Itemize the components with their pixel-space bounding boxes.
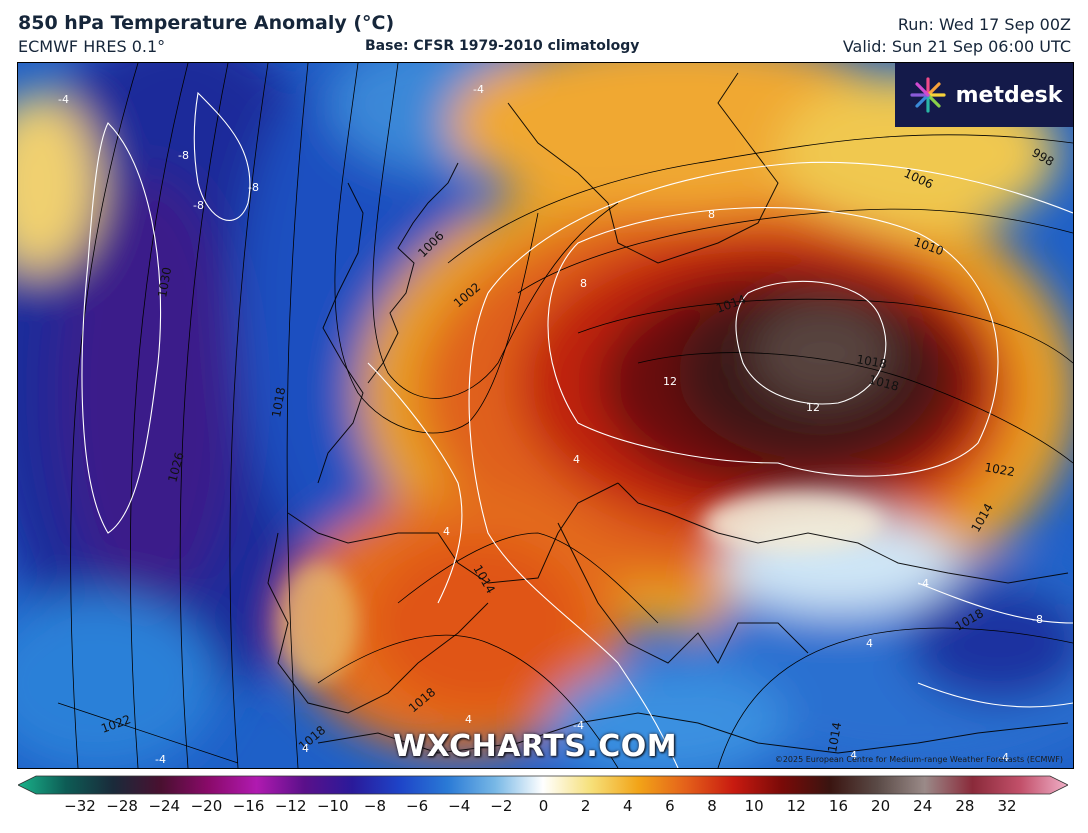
colorbar-tick-label: −8: [363, 797, 387, 815]
anomaly-label: 4: [443, 525, 450, 538]
colorbar-ticks: −32 −28 −24 −20 −16 −12 −10 −8 −6 −4 −2 0 2 4 6 8 10 12 16…: [0, 797, 1088, 819]
anomaly-label-layer: -4 -4 -8 -8 -8 8 8 12 12 4 4 4 -4 -4 4 -…: [58, 83, 1043, 766]
colorbar-tick-label: 6: [665, 797, 675, 815]
anomaly-label: 12: [663, 375, 677, 388]
wxcharts-watermark: WXCHARTS.COM: [393, 729, 678, 764]
metdesk-logo: metdesk: [895, 63, 1073, 127]
ecmwf-copyright: ©2025 European Centre for Medium-range W…: [774, 755, 1063, 764]
anomaly-label: 4: [866, 637, 873, 650]
colorbar-tick-label: 4: [622, 797, 633, 815]
isobar-label: 1014: [825, 721, 844, 754]
metdesk-flower-icon: [910, 77, 946, 113]
colorbar-tick-label: −12: [274, 797, 307, 815]
anomaly-label: -8: [1032, 613, 1043, 626]
anomaly-label: 8: [580, 277, 587, 290]
model-name: ECMWF HRES 0.1°: [18, 37, 166, 56]
isobar-label: 1018: [269, 386, 288, 419]
isobars: [57, 63, 1073, 768]
colorbar-tick-label: −28: [106, 797, 138, 815]
anomaly-label: -4: [918, 577, 929, 590]
colorbar-tick-label: 28: [955, 797, 975, 815]
colorbar-tick-label: 32: [997, 797, 1017, 815]
metdesk-wordmark: metdesk: [955, 82, 1063, 108]
colorbar-tick-label: 10: [744, 797, 764, 815]
valid-time: Valid: Sun 21 Sep 06:00 UTC: [842, 37, 1071, 56]
anomaly-label: -4: [155, 753, 166, 766]
anomaly-label: -4: [473, 83, 484, 96]
coastlines: [267, 72, 1069, 754]
anomaly-label: 4: [850, 749, 857, 762]
anomaly-field: [18, 63, 1073, 768]
weather-map[interactable]: 998 1006 1006 1010 1014 1018 1022 1002 1…: [17, 62, 1074, 769]
colorbar-tick-label: 2: [580, 797, 591, 815]
anomaly-label: 12: [806, 401, 820, 414]
colorbar-tick-label: 0: [538, 797, 549, 815]
anomaly-label: 4: [465, 713, 472, 726]
isobar-label: 1030: [155, 266, 174, 299]
anomaly-label: -4: [58, 93, 69, 106]
colorbar-tick-label: −6: [406, 797, 429, 815]
chart-title: 850 hPa Temperature Anomaly (°C): [18, 12, 395, 34]
anomaly-label: -8: [193, 199, 204, 212]
map-canvas: 998 1006 1006 1010 1014 1018 1022 1002 1…: [18, 63, 1073, 768]
anomaly-label: -4: [573, 719, 584, 732]
colorbar-tick-label: 16: [828, 797, 848, 815]
isobar-label: 1018: [855, 352, 888, 371]
colorbar-tick-label: −24: [148, 797, 181, 815]
colorbar-tick-label: −4: [448, 797, 471, 815]
colorbar-tick-label: −20: [190, 797, 223, 815]
colorbar-tick-label: −16: [232, 797, 265, 815]
run-time: Run: Wed 17 Sep 00Z: [897, 15, 1071, 34]
isobar-label: 1022: [983, 460, 1016, 479]
colorbar-tick-label: −10: [316, 797, 349, 815]
anomaly-contours: [81, 91, 1073, 768]
colorbar: [18, 775, 1068, 795]
colorbar-tick-label: 24: [913, 797, 933, 815]
anomaly-label: -4: [998, 751, 1009, 764]
climatology-base: Base: CFSR 1979-2010 climatology: [365, 38, 640, 54]
colorbar-tick-label: 12: [786, 797, 806, 815]
colorbar-tick-label: −32: [64, 797, 96, 815]
anomaly-label: -8: [248, 181, 259, 194]
colorbar-tick-label: 20: [871, 797, 891, 815]
anomaly-label: 4: [302, 742, 309, 755]
anomaly-label: -8: [178, 149, 189, 162]
anomaly-label: 8: [708, 208, 715, 221]
colorbar-tick-label: −2: [490, 797, 513, 815]
colorbar-tick-label: 8: [707, 797, 717, 815]
anomaly-label: 4: [573, 453, 580, 466]
